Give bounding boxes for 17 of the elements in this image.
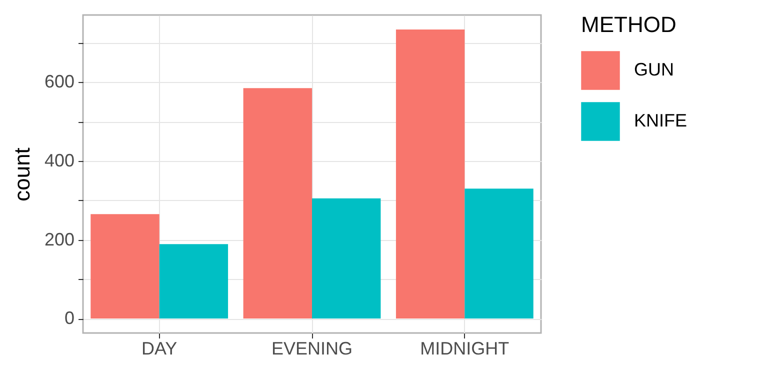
bar	[243, 88, 312, 319]
y-tick-label: 600	[44, 72, 74, 92]
bar	[396, 29, 465, 319]
legend-label: GUN	[634, 60, 674, 80]
x-tick-label: EVENING	[271, 338, 353, 358]
legend-title: METHOD	[581, 12, 676, 37]
y-tick-label: 400	[44, 150, 74, 171]
y-axis-title: count	[9, 148, 34, 202]
x-tick-label: MIDNIGHT	[420, 338, 510, 358]
y-tick-label: 200	[44, 229, 74, 250]
bar	[90, 214, 160, 319]
bar	[312, 198, 381, 319]
bar	[159, 244, 228, 319]
bar	[464, 188, 534, 319]
legend-label: KNIFE	[634, 110, 688, 130]
y-tick-label: 0	[64, 308, 74, 328]
x-tick-label: DAY	[141, 338, 178, 358]
